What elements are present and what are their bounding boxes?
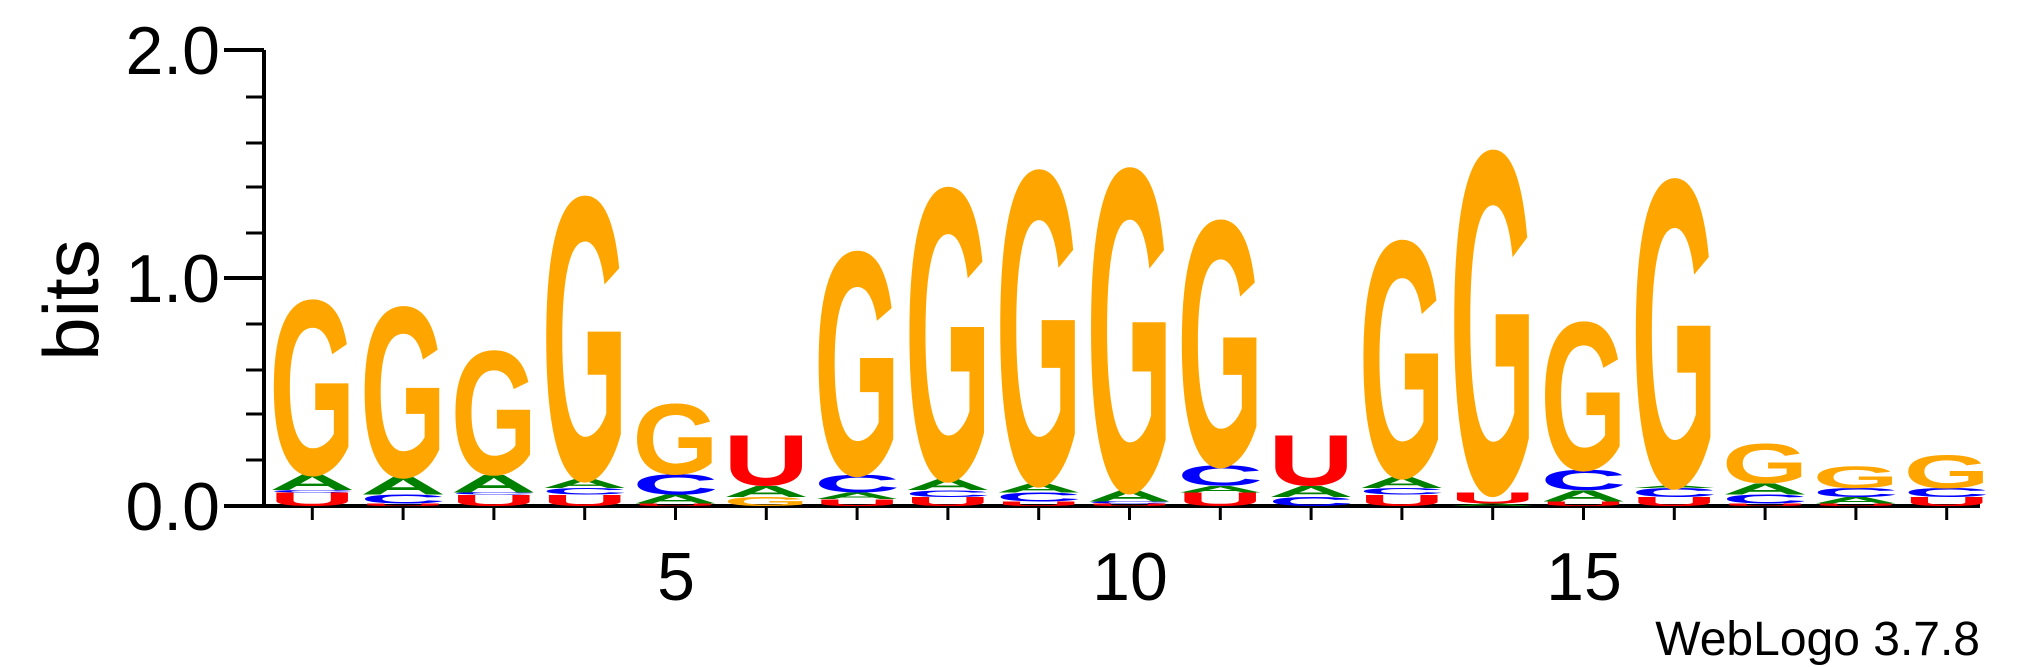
logo-letter-G-pos-13: G (1359, 171, 1445, 549)
logo-letter-C-pos-3: C (451, 492, 537, 496)
logo-letter-A-pos-5: A (633, 492, 719, 506)
logo-letter-A-pos-9: A (996, 481, 1082, 495)
logo-letter-C-pos-13: C (1359, 486, 1445, 497)
x-tick-label-15: 15 (1546, 539, 1622, 615)
y-axis: 0.0 1.0 2.0 bits (27, 13, 266, 545)
logo-letter-C-pos-9: C (996, 490, 1082, 504)
y-tick-label-0: 0.0 (125, 469, 220, 545)
y-tick-label-1: 1.0 (125, 241, 220, 317)
logo-letter-G-pos-17: G (1722, 431, 1808, 495)
y-tick-label-2: 2.0 (125, 13, 220, 89)
logo-letter-C-pos-12: C (1268, 494, 1354, 508)
x-axis: 5 10 15 (262, 504, 1980, 615)
logo-letter-G-pos-2: G (360, 257, 446, 529)
logo-letter-U-pos-14: U (1450, 489, 1536, 507)
logo-letter-C-pos-11: C (1177, 460, 1263, 492)
logo-letter-A-pos-17: A (1722, 480, 1808, 498)
y-axis-title: bits (27, 239, 115, 360)
logo-letter-C-pos-17: C (1722, 492, 1808, 506)
logo-letter-A-pos-14: A (1450, 503, 1536, 507)
logo-letter-U-pos-3: U (451, 492, 537, 510)
logo-letter-U-pos-9: U (996, 500, 1082, 507)
logo-letter-A-pos-4: A (542, 476, 628, 490)
logo-letter-U-pos-15: U (1541, 500, 1627, 507)
logo-letter-C-pos-5: C (633, 469, 719, 501)
x-tick-label-10: 10 (1092, 539, 1168, 615)
logo-letter-U-pos-6: U (723, 420, 809, 501)
logo-letter-A-pos-12: A (1268, 483, 1354, 501)
logo-letter-C-pos-10: C (1087, 501, 1173, 505)
logo-letter-G-pos-8: G (905, 100, 991, 568)
logo-letter-A-pos-15: A (1541, 487, 1627, 505)
x-ticks (310, 506, 1949, 520)
logo-letter-G-pos-7: G (814, 184, 900, 542)
logo-letter-U-pos-19: U (1904, 494, 1990, 508)
logo-letter-A-pos-2: A (360, 472, 446, 500)
logo-letter-U-pos-16: U (1631, 494, 1717, 508)
logo-letter-U-pos-7: U (814, 497, 900, 508)
weblogo-credit: WebLogo 3.7.8 (1655, 613, 1980, 666)
logo-letter-A-pos-6: A (723, 483, 809, 501)
logo-letter-U-pos-10: U (1087, 503, 1173, 507)
logo-letter-U-pos-8: U (905, 494, 991, 508)
logo-letter-A-pos-16: A (1631, 485, 1717, 489)
logo-letter-C-pos-8: C (905, 488, 991, 499)
logo-letter-U-pos-18: U (1813, 503, 1899, 507)
logo-letter-G-pos-3: G (451, 314, 537, 512)
logo-letter-C-pos-7: C (814, 470, 900, 498)
logo-letter-G-pos-9: G (996, 78, 1082, 579)
logo-letter-G-pos-19: G (1904, 445, 1990, 498)
logo-letter-A-pos-1: A (269, 470, 355, 495)
logo-letter-A-pos-10: A (1087, 487, 1173, 505)
logo-letter-G-pos-6: G (723, 495, 809, 509)
logo-letter-C-pos-4: C (542, 486, 628, 497)
logo-letter-A-pos-3: A (451, 470, 537, 498)
logo-letter-A-pos-8: A (905, 476, 991, 494)
logo-letter-C-pos-2: C (360, 492, 446, 506)
logo-letter-G-pos-11: G (1177, 148, 1263, 541)
logo-letter-U-pos-2: U (360, 503, 446, 507)
logo-letter-A-pos-13: A (1359, 473, 1445, 491)
logo-letter-U-pos-5: U (633, 503, 719, 507)
logo-letter-U-pos-17: U (1722, 503, 1808, 507)
logo-letter-G-pos-4: G (542, 112, 628, 565)
x-tick-label-5: 5 (657, 539, 695, 615)
logo-letter-C-pos-16: C (1631, 485, 1717, 499)
logo-letter-U-pos-13: U (1359, 492, 1445, 510)
logo-letter-U-pos-12: U (1268, 420, 1354, 501)
logo-letter-C-pos-18: C (1813, 485, 1899, 499)
logo-letter-G-pos-1: G (269, 248, 355, 527)
logo-letter-A-pos-7: A (814, 491, 900, 502)
logo-letter-C-pos-19: C (1904, 485, 1990, 499)
logo-letter-C-pos-1: C (269, 489, 355, 493)
logo-letter-G-pos-18: G (1813, 459, 1899, 494)
logo-letter-G-pos-14: G (1450, 49, 1536, 597)
logo-letter-G-pos-16: G (1631, 88, 1717, 580)
logo-letter-U-pos-1: U (269, 489, 355, 510)
logo-letter-U-pos-4: U (542, 492, 628, 510)
logo-letter-C-pos-15: C (1541, 465, 1627, 497)
logo-letter-A-pos-18: A (1813, 495, 1899, 506)
logo-letter-U-pos-11: U (1177, 489, 1263, 510)
logo-letter-A-pos-11: A (1177, 484, 1263, 495)
logo-letter-G-pos-15: G (1541, 278, 1627, 515)
logo-letter-G-pos-10: G (1087, 73, 1173, 589)
logo-letter-G-pos-5: G (633, 383, 719, 496)
